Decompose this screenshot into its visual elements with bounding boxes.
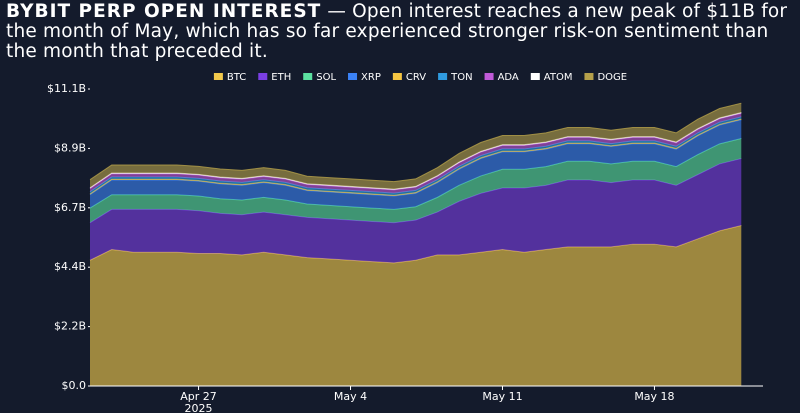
legend-label: ATOM — [544, 72, 573, 83]
legend-swatch — [392, 73, 402, 80]
y-tick-label: $8.9B — [54, 141, 86, 154]
legend-swatch — [584, 73, 594, 80]
legend-label: SOL — [316, 72, 336, 83]
y-tick-label: $0.0 — [62, 379, 87, 392]
area-fill — [90, 158, 742, 263]
legend-label: TON — [450, 72, 472, 83]
legend-label: ADA — [498, 72, 519, 83]
y-tick-label: $11.1B — [47, 82, 86, 95]
area-fill — [90, 138, 742, 223]
x-tick-label: May 11 — [482, 390, 522, 403]
legend-swatch — [438, 73, 448, 80]
y-tick-label: $6.7B — [54, 201, 86, 214]
legend-label: CRV — [406, 72, 426, 83]
legend-swatch — [530, 73, 540, 80]
header: BYBIT PERP OPEN INTEREST — Open interest… — [6, 2, 796, 62]
legend-swatch — [484, 73, 494, 80]
legend-swatch — [258, 73, 268, 80]
legend-swatch — [348, 73, 358, 80]
x-tick-label: May 4 — [334, 390, 367, 403]
legend-label: BTC — [227, 72, 246, 83]
chart-subtitle: — Open interest reaches a new peak of $1… — [6, 1, 788, 62]
chart-title: BYBIT PERP OPEN INTEREST — [6, 1, 322, 22]
legend-label: ETH — [271, 72, 291, 83]
legend-swatch — [303, 73, 313, 80]
legend: BTC ETH SOL XRP CRV TON ADA ATOM DOGE — [213, 72, 627, 83]
legend-label: DOGE — [597, 72, 627, 83]
area-fill — [90, 225, 742, 386]
legend-swatch — [213, 73, 223, 80]
x-year-label: 2025 — [185, 402, 213, 413]
y-tick-label: $4.4B — [54, 260, 86, 273]
x-tick-label: May 18 — [634, 390, 674, 403]
area-line — [89, 102, 742, 183]
area-fill — [90, 119, 742, 210]
x-tick-label: Apr 27 — [180, 390, 217, 403]
legend-label: XRP — [361, 72, 381, 83]
y-tick-label: $2.2B — [54, 320, 86, 333]
